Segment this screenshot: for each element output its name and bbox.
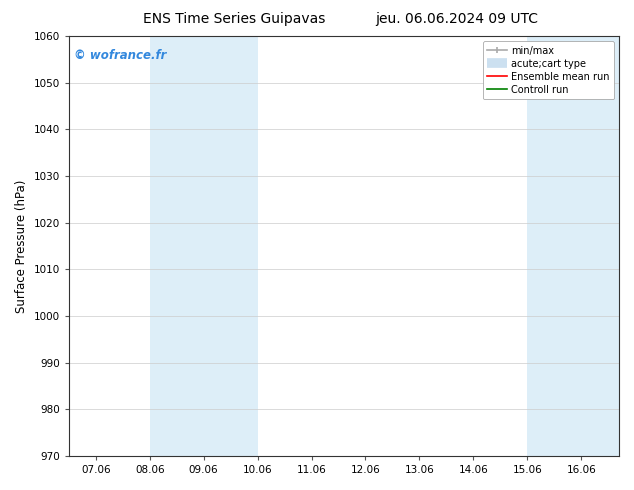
Bar (527, 36, 619, 456)
Y-axis label: Surface Pressure (hPa): Surface Pressure (hPa) (15, 179, 28, 313)
Text: © wofrance.fr: © wofrance.fr (74, 49, 167, 62)
Text: jeu. 06.06.2024 09 UTC: jeu. 06.06.2024 09 UTC (375, 12, 538, 26)
Bar (150, 36, 257, 456)
Text: ENS Time Series Guipavas: ENS Time Series Guipavas (143, 12, 326, 26)
Legend: min/max, acute;cart type, Ensemble mean run, Controll run: min/max, acute;cart type, Ensemble mean … (482, 41, 614, 99)
